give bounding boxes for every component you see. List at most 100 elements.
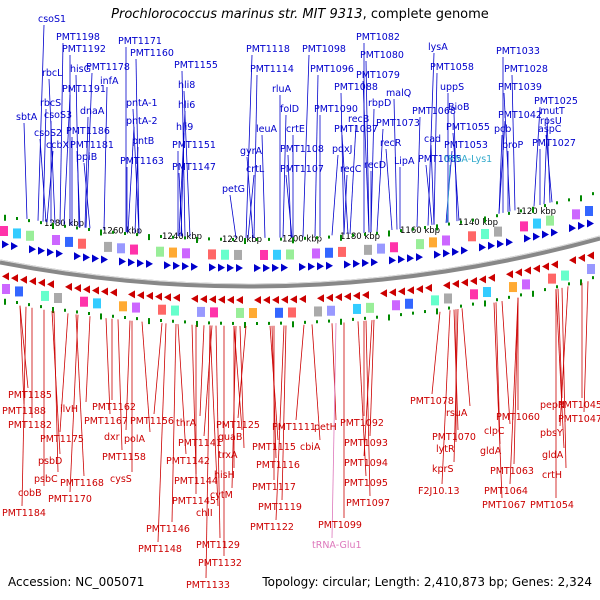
gene-label-hli8: hli8 bbox=[178, 80, 195, 91]
leader-line bbox=[285, 174, 293, 238]
leader-line bbox=[215, 325, 221, 539]
scale-tick bbox=[424, 310, 426, 314]
gene-label-pola: polA bbox=[124, 434, 145, 445]
forward-gene-arrow bbox=[308, 262, 315, 271]
forward-gene-arrow bbox=[497, 240, 504, 249]
gene-label-mutt: mutT bbox=[540, 106, 565, 117]
leader-line bbox=[453, 308, 459, 463]
scale-tick bbox=[424, 226, 426, 230]
leader-line bbox=[85, 72, 93, 228]
scale-tick bbox=[364, 232, 366, 236]
reverse-feature-block bbox=[171, 305, 179, 316]
gene-label-pmt1099: PMT1099 bbox=[318, 520, 362, 531]
leader-line bbox=[543, 126, 548, 205]
reverse-gene-arrow bbox=[353, 291, 360, 300]
kbp-tick-label: 1200 kbp bbox=[282, 235, 322, 245]
leader-line bbox=[493, 302, 503, 499]
scale-tick bbox=[124, 315, 126, 319]
gene-label-rbcs: rbcS bbox=[40, 98, 61, 109]
gene-label-pmt1093: PMT1093 bbox=[344, 438, 388, 449]
leader-line bbox=[231, 325, 237, 489]
scale-tick bbox=[556, 285, 558, 289]
reverse-gene-arrow bbox=[479, 275, 486, 284]
leader-line bbox=[23, 122, 28, 219]
forward-feature-block bbox=[442, 235, 450, 246]
scale-tick bbox=[556, 201, 558, 205]
gene-label-dnaa: dnaA bbox=[80, 106, 105, 117]
leader-line bbox=[343, 174, 348, 235]
leader-line bbox=[393, 98, 398, 230]
forward-gene-arrow bbox=[227, 263, 234, 272]
forward-gene-arrow bbox=[281, 263, 288, 272]
leader-line bbox=[19, 305, 29, 389]
scale-tick bbox=[268, 237, 270, 241]
reverse-feature-block bbox=[210, 307, 218, 318]
leader-line bbox=[275, 325, 285, 521]
scale-tick bbox=[220, 321, 222, 325]
gene-label-aspc: aspC bbox=[538, 124, 562, 135]
forward-feature-block bbox=[325, 247, 333, 258]
scale-tick bbox=[268, 321, 270, 325]
forward-gene-arrow bbox=[461, 246, 468, 255]
forward-gene-arrow bbox=[146, 259, 153, 268]
reverse-gene-arrow bbox=[281, 295, 288, 304]
scale-tick bbox=[160, 318, 162, 322]
forward-feature-block bbox=[208, 249, 216, 260]
scale-tick bbox=[280, 237, 282, 241]
reverse-feature-block bbox=[483, 287, 491, 298]
gene-label-rlua: rluA bbox=[272, 84, 292, 95]
leader-line bbox=[369, 319, 375, 437]
leader-line bbox=[209, 325, 219, 507]
scale-tick bbox=[196, 320, 198, 327]
forward-feature-block bbox=[13, 228, 21, 239]
gene-label-pmt1067: PMT1067 bbox=[482, 500, 526, 511]
accession-text: Accession: NC_005071 bbox=[8, 575, 145, 589]
leader-line bbox=[282, 114, 287, 238]
leader-line bbox=[341, 134, 349, 235]
forward-gene-arrow bbox=[443, 249, 450, 258]
forward-feature-block bbox=[468, 231, 476, 242]
gene-label-recb: recB bbox=[348, 114, 369, 125]
forward-gene-arrow bbox=[101, 255, 108, 264]
leader-line bbox=[69, 314, 79, 493]
reverse-feature-block bbox=[288, 307, 296, 318]
gene-label-pmt1045: PMT1045 bbox=[558, 400, 600, 411]
kbp-tick-label: 1140 kbp bbox=[458, 218, 498, 228]
reverse-gene-arrow bbox=[335, 293, 342, 302]
reverse-gene-arrow bbox=[101, 287, 108, 296]
scale-tick bbox=[208, 321, 210, 325]
forward-gene-arrow bbox=[254, 264, 261, 273]
leader-line bbox=[177, 324, 187, 455]
reverse-gene-arrow bbox=[20, 275, 27, 284]
gene-label-rbcl: rbcL bbox=[42, 68, 63, 79]
reverse-gene-arrow bbox=[587, 251, 594, 260]
gene-label-pmt1116: PMT1116 bbox=[256, 460, 300, 471]
leader-line bbox=[247, 174, 255, 239]
forward-gene-arrow bbox=[542, 230, 549, 239]
forward-gene-arrow bbox=[173, 261, 180, 270]
gene-label-peth: petH bbox=[314, 422, 337, 433]
gene-label-lysa: lysA bbox=[428, 42, 448, 53]
gene-label-pmt1198: PMT1198 bbox=[56, 32, 100, 43]
reverse-feature-block bbox=[470, 289, 478, 300]
scale-tick bbox=[496, 298, 498, 302]
gene-label-pmt1119: PMT1119 bbox=[258, 502, 302, 513]
scale-tick bbox=[412, 311, 414, 315]
kbp-tick-label: 1260 kbp bbox=[102, 227, 142, 237]
leader-line bbox=[261, 134, 266, 238]
organism-name: Prochlorococcus marinus str. MIT 9313 bbox=[111, 7, 363, 22]
leader-line bbox=[433, 72, 438, 225]
gene-label-pmt1158: PMT1158 bbox=[102, 452, 146, 463]
scale-tick bbox=[580, 195, 582, 202]
gene-label-cad: cad bbox=[424, 134, 441, 145]
scale-tick bbox=[388, 314, 390, 321]
reverse-feature-block bbox=[314, 306, 322, 317]
gene-label-pmt1147: PMT1147 bbox=[172, 162, 216, 173]
gene-label-pnta-2: pntA-2 bbox=[126, 116, 158, 127]
scale-tick bbox=[100, 313, 102, 320]
leader-line bbox=[253, 74, 258, 239]
scale-tick bbox=[352, 233, 354, 237]
scale-tick bbox=[592, 276, 594, 280]
gene-label-ppib: ppiB bbox=[76, 152, 97, 163]
forward-gene-arrow bbox=[371, 258, 378, 267]
